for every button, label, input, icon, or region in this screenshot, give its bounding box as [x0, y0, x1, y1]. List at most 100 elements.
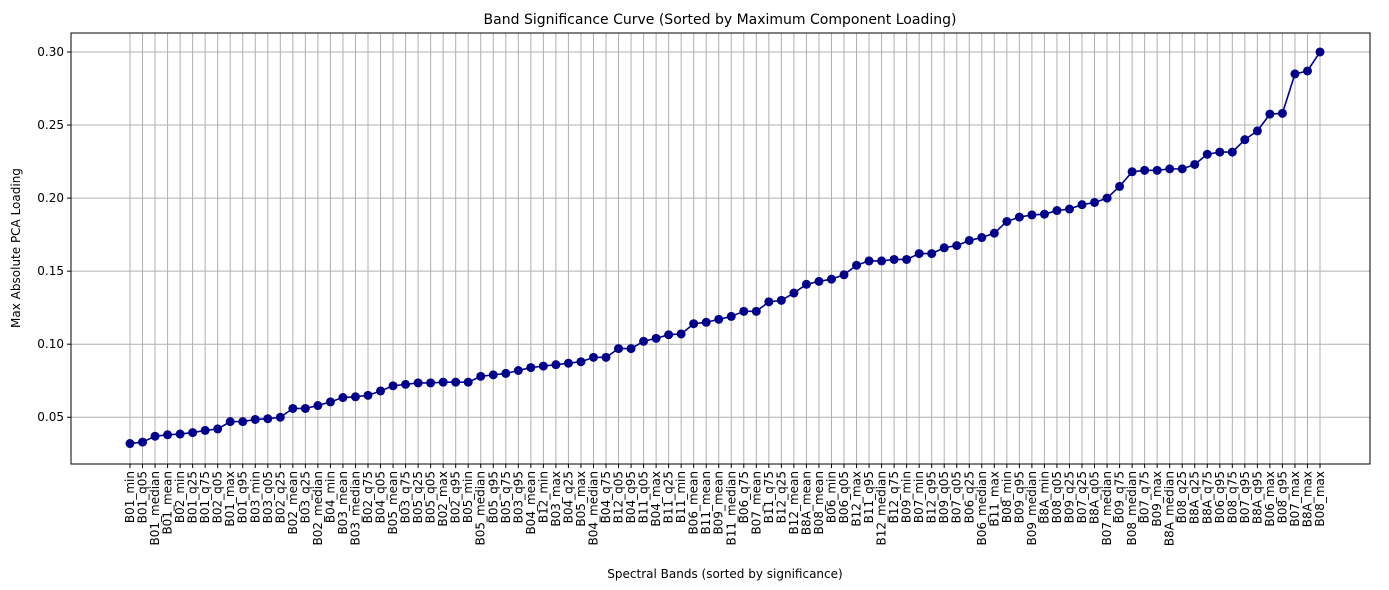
- x-tick-label: B8A_q05: [1088, 471, 1102, 524]
- x-tick-label: B02_q25: [273, 471, 287, 523]
- data-point: [751, 306, 761, 316]
- x-tick-label: B03_q75: [399, 471, 413, 523]
- data-point: [601, 352, 611, 362]
- x-tick-label: B11_q05: [637, 471, 651, 523]
- x-tick-label: B05_max: [574, 471, 588, 527]
- data-point: [463, 377, 473, 387]
- x-tick-label: B07_q75: [1138, 471, 1152, 523]
- data-point: [801, 279, 811, 289]
- x-tick-label: B06_min: [824, 471, 838, 523]
- data-point: [238, 417, 248, 427]
- y-axis: 0.05 0.10 0.15 0.20 0.25 0.30: [37, 45, 71, 424]
- data-point: [1227, 147, 1237, 157]
- x-tick-label: B01_max: [223, 471, 237, 527]
- data-point: [438, 377, 448, 387]
- data-point: [388, 381, 398, 391]
- data-point: [325, 397, 335, 407]
- data-point: [225, 417, 235, 427]
- x-tick-label: B05_q25: [411, 471, 425, 523]
- x-tick-label: B05_median: [474, 471, 488, 545]
- data-point: [639, 336, 649, 346]
- data-point: [513, 365, 523, 375]
- x-tick-label: B08_mean: [812, 471, 826, 535]
- data-point: [426, 378, 436, 388]
- x-tick-label: B06_mean: [687, 471, 701, 535]
- data-point: [714, 314, 724, 324]
- data-point: [538, 361, 548, 371]
- data-point: [350, 392, 360, 402]
- data-point: [614, 344, 624, 354]
- x-tick-label: B8A_q75: [1200, 471, 1214, 524]
- x-tick-label: B12_q75: [887, 471, 901, 523]
- x-tick-label: B03_max: [549, 471, 563, 527]
- data-point: [300, 403, 310, 413]
- data-point: [814, 276, 824, 286]
- x-tick-label: B06_q05: [837, 471, 851, 523]
- data-point: [927, 249, 937, 259]
- x-tick-label: B07_q95: [1238, 471, 1252, 523]
- x-tick-label: B01_q75: [198, 471, 212, 523]
- x-tick-label: B8A_median: [1163, 471, 1177, 546]
- data-point: [1215, 147, 1225, 157]
- data-point: [839, 270, 849, 280]
- x-tick-label: B03_min: [248, 471, 262, 523]
- x-tick-label: B11_max: [987, 471, 1001, 527]
- x-tick-label: B07_median: [1100, 471, 1114, 545]
- x-tick-label: B09_q25: [1062, 471, 1076, 523]
- x-tick-label: B12_q05: [612, 471, 626, 523]
- x-tick-label: B05_min: [461, 471, 475, 523]
- y-tick-label: 0.10: [37, 337, 64, 351]
- x-tick-label: B02_q75: [361, 471, 375, 523]
- x-tick-label: B12_q95: [925, 471, 939, 523]
- plot-frame: [70, 32, 1371, 465]
- x-tick-label: B02_q95: [449, 471, 463, 523]
- x-tick-label: B06_median: [975, 471, 989, 545]
- x-tick-label: B02_mean: [286, 471, 300, 535]
- x-tick-label: B03_mean: [336, 471, 350, 535]
- y-tick-label: 0.15: [37, 264, 64, 278]
- data-point: [939, 243, 949, 253]
- data-point: [914, 249, 924, 259]
- x-tick-label: B04_q95: [624, 471, 638, 523]
- y-tick-label: 0.30: [37, 45, 64, 59]
- data-point: [1302, 66, 1312, 76]
- data-point: [188, 428, 198, 438]
- x-tick-label: B04_mean: [524, 471, 538, 535]
- x-tick-label: B02_q05: [211, 471, 225, 523]
- data-point: [526, 363, 536, 373]
- data-point: [726, 311, 736, 321]
- x-tick-label: B04_max: [649, 471, 663, 527]
- x-axis-label: Spectral Bands (sorted by significance): [607, 567, 842, 581]
- x-tick-label: B09_min: [900, 471, 914, 523]
- x-tick-label: B11_q95: [862, 471, 876, 523]
- x-tick-label: B09_mean: [712, 471, 726, 535]
- x-tick-label: B08_min: [1000, 471, 1014, 523]
- x-tick-label: B09_q75: [1113, 471, 1127, 523]
- data-point: [1152, 165, 1162, 175]
- x-tick-label: B11_mean: [699, 471, 713, 535]
- data-point: [964, 235, 974, 245]
- data-point: [551, 360, 561, 370]
- x-tick-label: B02_median: [311, 471, 325, 545]
- x-tick-label: B8A_max: [1300, 471, 1314, 527]
- data-point: [664, 330, 674, 340]
- chart-title: Band Significance Curve (Sorted by Maxim…: [484, 12, 957, 28]
- data-point: [1315, 47, 1325, 57]
- data-point: [1252, 126, 1262, 136]
- x-tick-label: B8A_mean: [799, 471, 813, 535]
- data-point: [1002, 216, 1012, 226]
- x-tick-label: B04_q05: [374, 471, 388, 523]
- data-point: [826, 274, 836, 284]
- data-point: [563, 358, 573, 368]
- data-point: [1202, 149, 1212, 159]
- data-point: [864, 256, 874, 266]
- x-tick-label: B03_q95: [511, 471, 525, 523]
- x-tick-label: B08_median: [1125, 471, 1139, 545]
- data-point: [451, 377, 461, 387]
- data-point: [1177, 164, 1187, 174]
- data-point: [952, 241, 962, 251]
- data-point: [488, 370, 498, 380]
- data-point: [1077, 200, 1087, 210]
- data-point: [1290, 69, 1300, 79]
- data-point: [877, 256, 887, 266]
